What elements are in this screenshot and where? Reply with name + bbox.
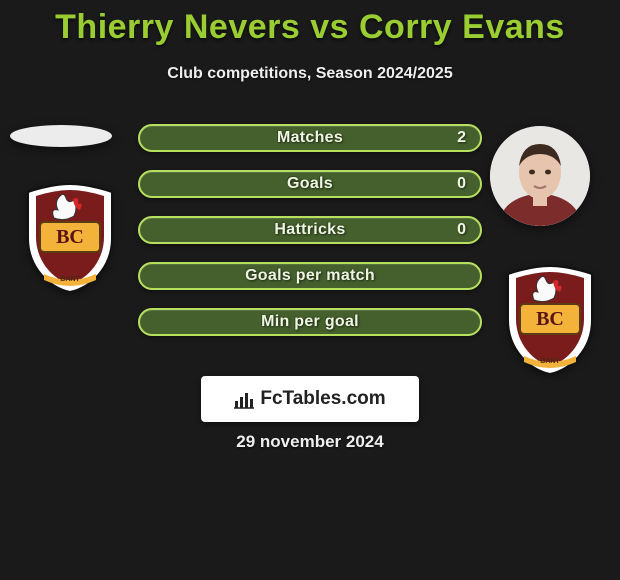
- stat-label: Matches: [277, 129, 343, 147]
- avatar-icon: [490, 126, 590, 226]
- branding-bar: FcTables.com: [201, 376, 419, 422]
- stat-row-matches: Matches 2: [138, 124, 482, 152]
- stats-rows: Matches 2 Goals 0 Hattricks 0 Goals per …: [138, 124, 482, 354]
- stat-row-goals: Goals 0: [138, 170, 482, 198]
- svg-text:BC: BC: [56, 226, 84, 248]
- stat-right-value: 0: [445, 221, 478, 239]
- stat-right-value: 2: [445, 129, 478, 147]
- stat-label: Min per goal: [261, 313, 359, 331]
- stat-row-goals-per-match: Goals per match: [138, 262, 482, 290]
- player-right-club-badge: BC BANT: [498, 262, 602, 378]
- player-right-portrait: [490, 126, 590, 226]
- svg-text:BANT: BANT: [540, 358, 560, 365]
- stat-right-value: 0: [445, 175, 478, 193]
- stat-label: Goals per match: [245, 267, 375, 285]
- stat-label: Hattricks: [274, 221, 345, 239]
- bar-chart-icon: [234, 389, 254, 409]
- date-label: 29 november 2024: [0, 432, 620, 452]
- comparison-card: Thierry Nevers vs Corry Evans Club compe…: [0, 0, 620, 580]
- player-left-portrait-placeholder: [10, 125, 112, 147]
- club-badge-icon: BC BANT: [500, 264, 600, 376]
- svg-text:BC: BC: [536, 308, 564, 330]
- player-left-club-badge: BC BANT: [18, 180, 122, 296]
- branding-label: FcTables.com: [260, 388, 385, 410]
- club-badge-icon: BC BANT: [20, 182, 120, 294]
- page-title: Thierry Nevers vs Corry Evans: [0, 0, 620, 47]
- stat-label: Goals: [287, 175, 333, 193]
- stat-row-min-per-goal: Min per goal: [138, 308, 482, 336]
- page-subtitle: Club competitions, Season 2024/2025: [0, 65, 620, 83]
- stat-row-hattricks: Hattricks 0: [138, 216, 482, 244]
- svg-text:BANT: BANT: [60, 276, 80, 283]
